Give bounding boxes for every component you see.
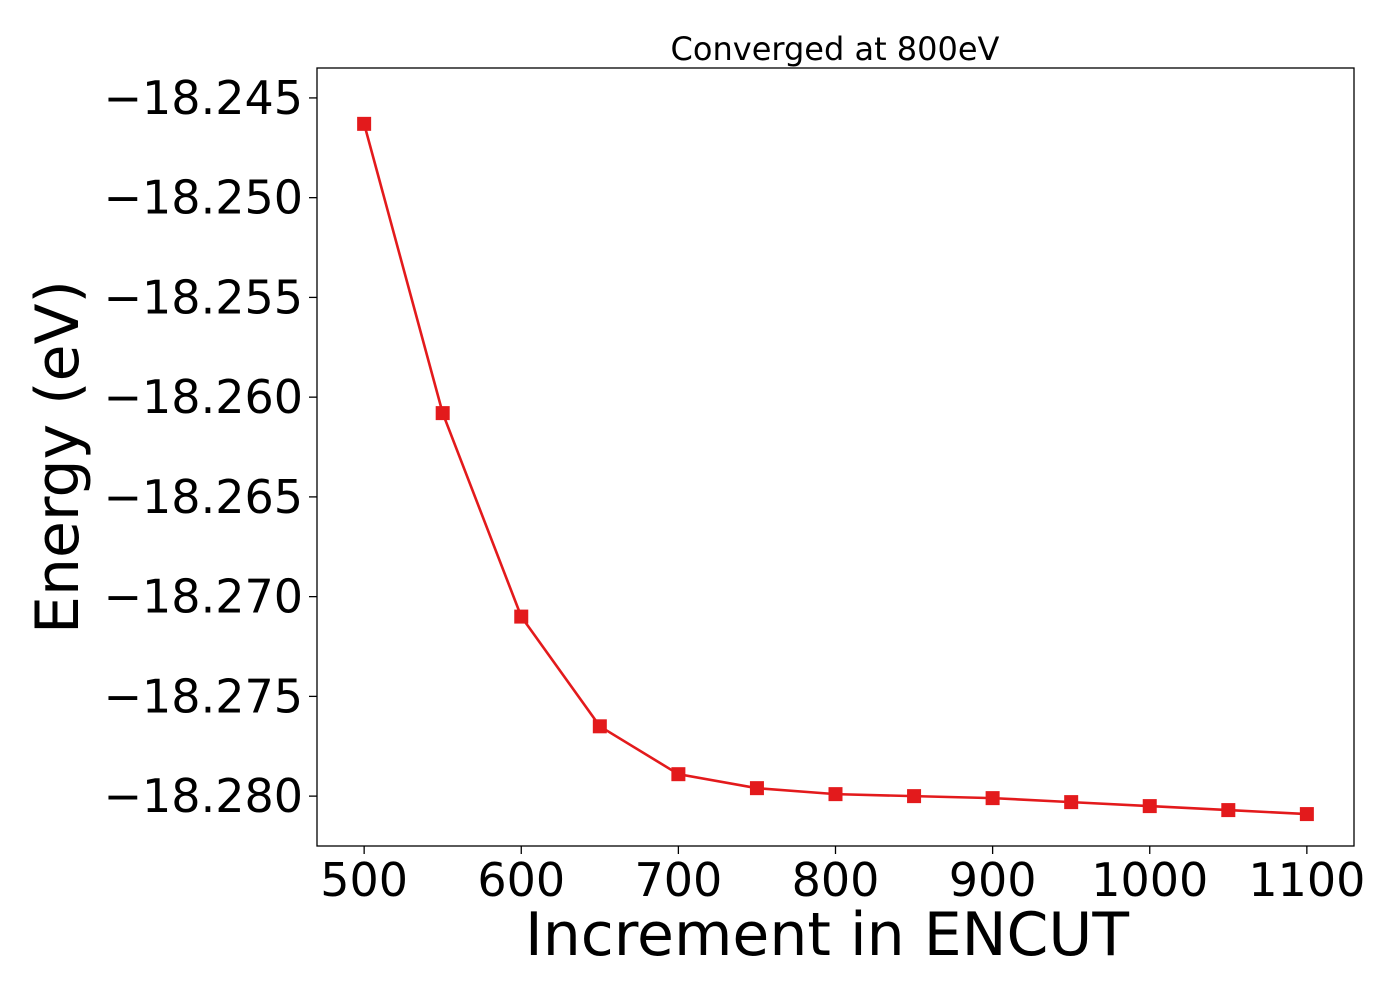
y-tick-label: −18.245 — [104, 71, 304, 125]
series-line — [362, 123, 1307, 816]
data-point-marker — [357, 116, 372, 131]
x-tick-label: 700 — [634, 853, 722, 907]
data-point-marker — [828, 787, 843, 802]
series-layer — [357, 116, 1314, 822]
y-tick-label: −18.260 — [104, 370, 304, 424]
x-tick-label: 800 — [792, 853, 880, 907]
x-tick-label: 600 — [477, 853, 565, 907]
data-point-marker — [671, 767, 686, 782]
x-tick-label: 1100 — [1248, 853, 1365, 907]
data-point-marker — [435, 406, 450, 421]
x-axis-label: Increment in ENCUT — [525, 900, 1129, 970]
y-tick-label: −18.255 — [104, 270, 304, 324]
data-point-marker — [1064, 795, 1079, 810]
y-tick-label: −18.275 — [104, 669, 304, 723]
y-tick-label: −18.250 — [104, 171, 304, 225]
data-point-marker — [592, 719, 607, 734]
data-point-marker — [1299, 807, 1314, 822]
data-point-marker — [985, 791, 1000, 806]
plot-frame — [316, 67, 1355, 847]
y-axis: −18.245 −18.250 −18.255 −18.260 −18.265 −18.2… — [104, 71, 317, 823]
data-point-marker — [514, 609, 529, 624]
x-tick-label: 500 — [320, 853, 408, 907]
data-point-marker — [1221, 803, 1236, 818]
y-axis-label: Energy (eV) — [23, 280, 93, 634]
x-tick-label: 1000 — [1091, 853, 1208, 907]
x-axis: 500 600 700 800 900 1000 1100 — [320, 846, 1365, 907]
data-point-marker — [907, 789, 922, 804]
y-tick-label: −18.270 — [104, 570, 304, 624]
y-tick-label: −18.265 — [104, 470, 304, 524]
data-point-marker — [749, 781, 764, 796]
x-tick-label: 900 — [949, 853, 1037, 907]
chart-title: Converged at 800eV — [671, 30, 1000, 68]
data-point-marker — [1142, 799, 1157, 814]
y-tick-label: −18.280 — [104, 769, 304, 823]
